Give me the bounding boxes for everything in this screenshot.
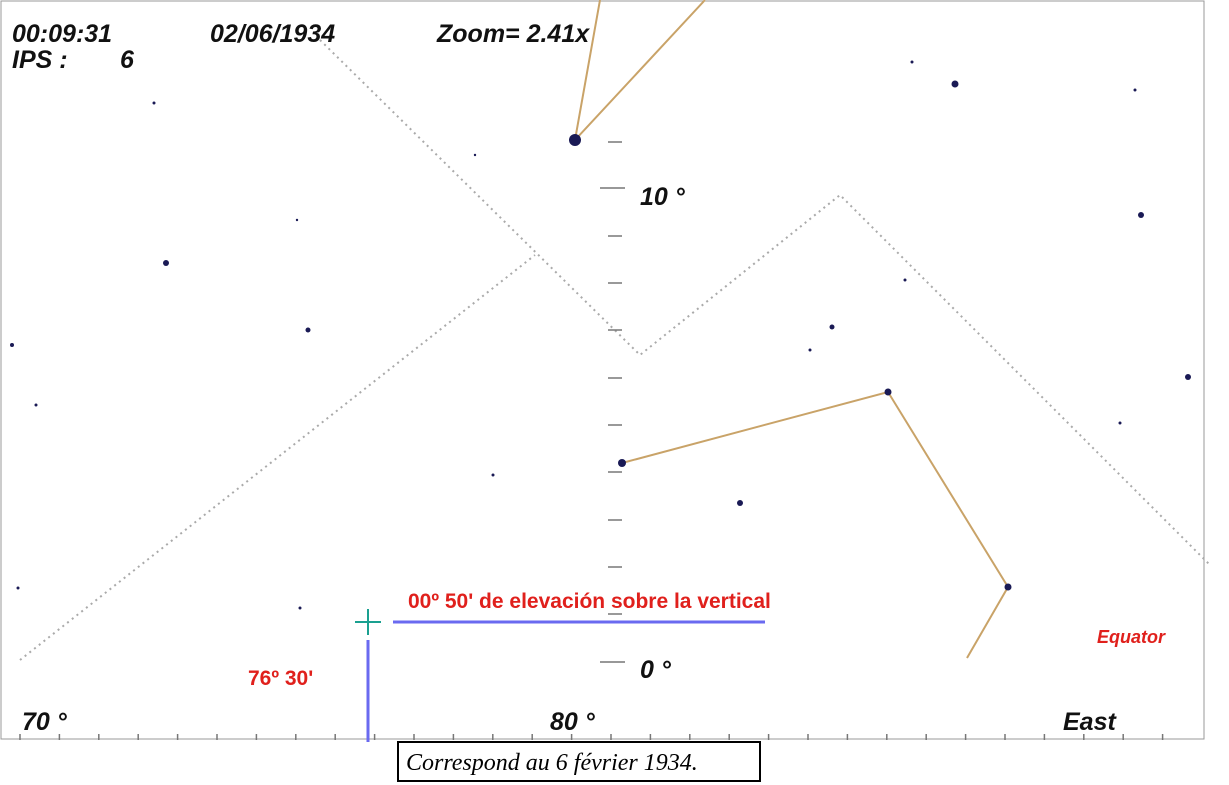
elevation-annotation: 00º 50' de elevación sobre la vertical xyxy=(408,590,771,613)
azimuth-label: East xyxy=(1063,708,1117,736)
equator-label: Equator xyxy=(1097,627,1166,647)
view-frame xyxy=(0,0,1205,740)
grid-line xyxy=(19,254,536,661)
constellation-line xyxy=(621,390,1010,659)
azimuth-annotation: 76º 30' xyxy=(248,667,313,690)
azimuth-ticks xyxy=(19,734,1164,740)
scale-label: 0 ° xyxy=(640,656,672,684)
ips-label: IPS : xyxy=(12,46,68,74)
date: 02/06/1934 xyxy=(210,20,335,48)
stars xyxy=(10,60,1191,610)
scale-label: 10 ° xyxy=(640,183,686,211)
caption-box xyxy=(397,741,761,782)
zoom: Zoom= 2.41x xyxy=(436,20,590,48)
time: 00:09:31 xyxy=(12,20,112,48)
azimuth-label: 70 ° xyxy=(22,708,68,736)
ips-value: 6 xyxy=(120,46,135,74)
scale-ticks xyxy=(600,141,625,663)
grid-line xyxy=(319,39,1211,566)
caption: Correspond au 6 février 1934. xyxy=(406,750,698,776)
azimuth-label: 80 ° xyxy=(550,708,596,736)
